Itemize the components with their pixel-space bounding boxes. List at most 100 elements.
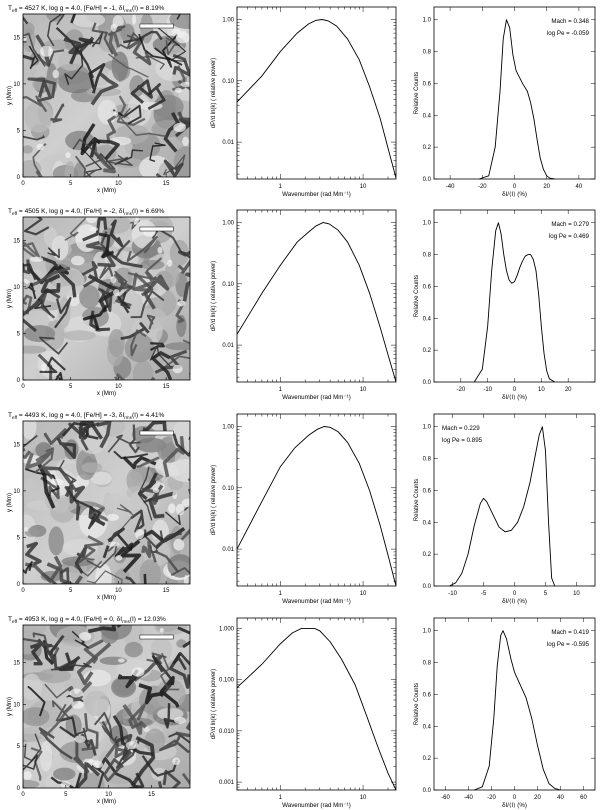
x-axis-label: x (Mm) bbox=[97, 798, 116, 805]
y-tick-label: 0.100 bbox=[219, 678, 235, 684]
y-tick-label: 0.10 bbox=[222, 282, 234, 288]
x-tick-label: 10 bbox=[115, 181, 122, 187]
x-tick-label: 1 bbox=[279, 795, 283, 801]
y-tick-label: 5 bbox=[17, 128, 21, 134]
x-axis-label: x (Mm) bbox=[97, 594, 116, 601]
x-tick-label: 5 bbox=[69, 181, 73, 187]
y-axis-label: dP/d ln(k) ( relative power) bbox=[211, 465, 217, 535]
granulation-image bbox=[23, 421, 190, 584]
granulation-image bbox=[23, 217, 190, 380]
y-tick-label: 0.6 bbox=[423, 81, 432, 87]
x-tick-label: -20 bbox=[456, 387, 465, 393]
y-tick-label: 0.8 bbox=[423, 253, 432, 259]
x-tick-label: 0 bbox=[513, 795, 517, 801]
x-tick-label: 20 bbox=[565, 387, 572, 393]
granulation-image bbox=[23, 14, 190, 177]
x-tick-label: 0 bbox=[513, 387, 517, 393]
row-title: Teff = 4505 K, log g = 4.0, [Fe/H] = -2,… bbox=[8, 208, 165, 216]
scale-bar bbox=[139, 430, 174, 436]
x-tick-label: 15 bbox=[163, 588, 170, 594]
y-tick-label: 0 bbox=[17, 786, 21, 792]
y-tick-label: 0.2 bbox=[423, 145, 432, 151]
histogram-line bbox=[474, 630, 561, 791]
power-spectrum-panel: 1 10 1.00 0.10 0.01 Wavenumber (rad Mm⁻¹) dP/d… bbox=[211, 6, 397, 198]
y-tick-label: 10 bbox=[13, 82, 20, 88]
intensity-histogram-panel: -10 -5 0 5 10 0.0 0.2 0.4 0.6 0.8 1.0 δI/⟨I⟩ (%) Rel… bbox=[414, 413, 596, 605]
y-tick-label: 0.0 bbox=[423, 788, 432, 794]
x-tick-label: 40 bbox=[576, 184, 583, 190]
x-tick-label: 5 bbox=[64, 792, 68, 798]
y-tick-label: 0.6 bbox=[423, 692, 432, 698]
annotation-text: Mach = 0.419 bbox=[551, 629, 589, 636]
figure-row: Teff = 4953 K, log g = 4.0, [Fe/H] = 0, … bbox=[6, 616, 596, 809]
power-spectrum-panel: 1 10 1.000 0.100 0.010 0.001 Wavenumber (rad M… bbox=[211, 617, 397, 809]
y-tick-label: 0.0 bbox=[423, 177, 432, 183]
x-tick-label: 20 bbox=[534, 795, 541, 801]
y-tick-label: 1.0 bbox=[423, 221, 432, 227]
x-tick-label: 10 bbox=[360, 184, 367, 190]
scale-bar bbox=[139, 23, 174, 29]
x-tick-label: 0 bbox=[513, 591, 517, 597]
x-axis-label: Wavenumber (rad Mm⁻¹) bbox=[282, 802, 351, 809]
x-tick-label: 5 bbox=[69, 384, 73, 390]
y-tick-label: 1.0 bbox=[423, 629, 432, 635]
y-tick-label: 0.10 bbox=[222, 486, 234, 492]
x-tick-label: -20 bbox=[487, 795, 496, 801]
x-tick-label: -20 bbox=[478, 184, 487, 190]
y-tick-label: 0.4 bbox=[423, 724, 432, 730]
y-tick-label: 15 bbox=[13, 238, 20, 244]
x-tick-label: 0 bbox=[21, 384, 25, 390]
annotation-text: Mach = 0.348 bbox=[551, 18, 589, 25]
x-tick-label: -40 bbox=[464, 795, 473, 801]
y-tick-label: 5 bbox=[17, 331, 21, 337]
power-spectrum-panel: 1 10 1.00 0.10 0.01 Wavenumber (rad Mm⁻¹) dP/d… bbox=[211, 209, 397, 401]
figure-row: Teff = 4527 K, log g = 4.0, [Fe/H] = -1,… bbox=[6, 5, 596, 198]
y-axis-label: y (Mm) bbox=[6, 289, 13, 308]
x-tick-label: 40 bbox=[557, 795, 564, 801]
granulation-image bbox=[23, 625, 190, 788]
y-tick-label: 0.6 bbox=[423, 488, 432, 494]
y-tick-label: 0.8 bbox=[423, 457, 432, 463]
x-tick-label: 10 bbox=[538, 387, 545, 393]
y-axis-label: Relative Counts bbox=[414, 683, 420, 725]
y-tick-label: 0.01 bbox=[222, 547, 234, 553]
x-tick-label: -10 bbox=[448, 591, 457, 597]
annotation-text: log Pe = -0.595 bbox=[547, 641, 590, 648]
y-tick-label: 1.000 bbox=[219, 626, 235, 632]
annotation-text: Mach = 0.279 bbox=[551, 221, 589, 228]
power-spectrum-line bbox=[237, 19, 396, 179]
y-tick-label: 0.01 bbox=[222, 343, 234, 349]
x-tick-label: 0 bbox=[513, 184, 517, 190]
row-title: Teff = 4953 K, log g = 4.0, [Fe/H] = 0, … bbox=[8, 616, 166, 624]
y-tick-label: 0.0 bbox=[423, 584, 432, 590]
y-tick-label: 15 bbox=[13, 35, 20, 41]
intensity-image-panel: 0 5 10 15 0 5 10 15 x (Mm) y (Mm) bbox=[6, 420, 191, 601]
y-tick-label: 15 bbox=[13, 442, 20, 448]
plot-frame bbox=[236, 209, 397, 383]
x-tick-label: 15 bbox=[148, 792, 155, 798]
x-tick-label: 20 bbox=[543, 184, 550, 190]
x-tick-label: 0 bbox=[21, 181, 25, 187]
y-axis-label: Relative Counts bbox=[414, 479, 420, 521]
scale-bar bbox=[139, 634, 174, 640]
x-tick-label: -10 bbox=[483, 387, 492, 393]
intensity-image-panel: 0 5 10 15 0 5 10 15 x (Mm) y (Mm) bbox=[6, 624, 191, 805]
x-tick-label: -40 bbox=[446, 184, 455, 190]
y-tick-label: 0.2 bbox=[423, 552, 432, 558]
y-tick-label: 1.0 bbox=[423, 425, 432, 431]
y-tick-label: 5 bbox=[17, 744, 21, 750]
row-title: Teff = 4493 K, log g = 4.0, [Fe/H] = -3,… bbox=[8, 412, 165, 420]
x-axis-label: δI/⟨I⟩ (%) bbox=[502, 802, 527, 809]
y-tick-label: 10 bbox=[13, 489, 20, 495]
y-tick-label: 10 bbox=[13, 702, 20, 708]
y-axis-label: Relative Counts bbox=[414, 275, 420, 317]
x-tick-label: 60 bbox=[580, 795, 587, 801]
plot-frame bbox=[236, 6, 397, 180]
y-tick-label: 10 bbox=[13, 285, 20, 291]
power-spectrum-line bbox=[237, 628, 396, 790]
y-tick-label: 0.0 bbox=[423, 380, 432, 386]
x-tick-label: 1 bbox=[279, 184, 283, 190]
y-axis-label: y (Mm) bbox=[6, 697, 13, 716]
x-tick-label: 10 bbox=[105, 792, 112, 798]
y-tick-label: 0.6 bbox=[423, 284, 432, 290]
